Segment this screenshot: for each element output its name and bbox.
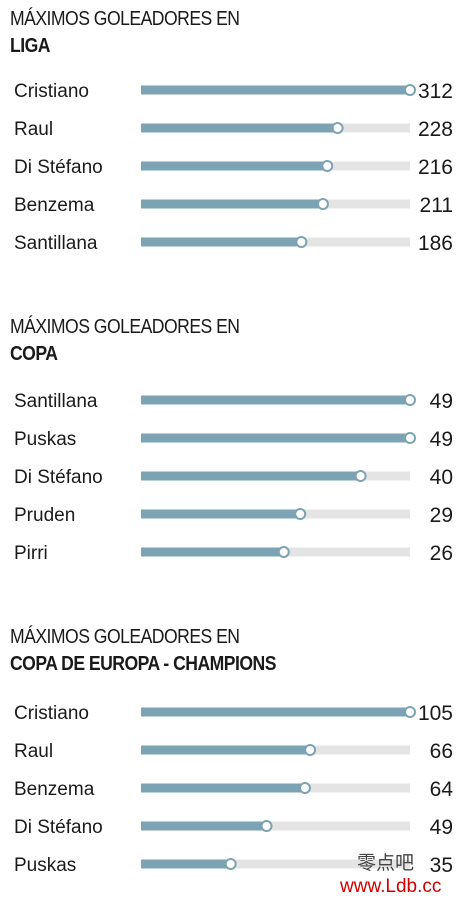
goals-value-label: 105 [418,702,453,725]
goals-value-label: 29 [430,504,453,527]
bar-fill [141,547,284,557]
goals-value-label: 228 [418,118,453,141]
chart-subtitle: LIGA [10,35,50,57]
bar-end-marker [404,706,416,718]
player-name-label: Pirri [14,543,48,564]
player-name-label: Di Stéfano [14,157,103,178]
bar-end-marker [295,236,308,248]
bar-track [141,859,410,869]
player-name-label: Puskas [14,429,76,450]
bar-end-marker [294,508,307,520]
chart-title: MÁXIMOS GOLEADORES EN [10,8,240,30]
player-name-label: Santillana [14,391,98,412]
bar-end-marker [298,782,311,794]
chart-title: MÁXIMOS GOLEADORES EN [10,626,240,648]
bar-end-marker [354,470,367,482]
bar-end-marker [224,858,237,870]
champions-bar-chart: Cristiano 105 Raul 66 Benzema 64 Di Stéfano 49 P… [14,702,454,877]
bar-fill [141,395,410,405]
watermark-url-text: www.Ldb.cc [340,876,442,897]
bar-fill [141,471,361,481]
goals-value-label: 66 [430,740,453,763]
goals-value-label: 49 [430,428,453,451]
bar-fill [141,161,328,171]
bar-fill [141,433,410,443]
player-name-label: Di Stéfano [14,467,103,488]
watermark-chinese-text: 零点吧 [357,852,415,874]
chart-subtitle: COPA DE EUROPA - CHAMPIONS [10,653,276,675]
goals-value-label: 186 [418,232,453,255]
goals-value-label: 26 [430,542,453,565]
bar-end-marker [404,432,416,444]
chart-title: MÁXIMOS GOLEADORES EN [10,316,240,338]
bar-end-marker [277,546,290,558]
player-name-label: Cristiano [14,81,89,102]
bar-fill [141,237,302,247]
player-name-label: Puskas [14,855,76,876]
copa-bar-chart: Santillana 49 Puskas 49 Di Stéfano 40 Pruden 29… [14,390,453,565]
goals-value-label: 40 [430,466,453,489]
goals-value-label: 49 [430,816,453,839]
bar-end-marker [331,122,344,134]
bar-track [141,821,410,831]
bar-fill [141,199,323,209]
player-name-label: Raul [14,119,53,140]
player-name-label: Di Stéfano [14,817,103,838]
bar-fill [141,859,231,869]
goals-value-label: 64 [430,778,454,801]
goals-value-label: 35 [430,854,453,877]
bar-fill [141,707,410,717]
goals-value-label: 211 [420,194,453,217]
goals-value-label: 312 [418,80,453,103]
player-name-label: Cristiano [14,703,89,724]
bar-fill [141,123,338,133]
bar-end-marker [404,84,416,96]
chart-subtitle: COPA [10,343,58,365]
goals-value-label: 49 [430,390,453,413]
player-name-label: Benzema [14,195,95,216]
bar-end-marker [316,198,329,210]
player-name-label: Pruden [14,505,75,526]
player-name-label: Benzema [14,779,95,800]
bar-fill [141,85,410,95]
bar-end-marker [304,744,317,756]
bar-end-marker [404,394,416,406]
liga-bar-chart: Cristiano 312 Raul 228 Di Stéfano 216 Benzema 2… [14,80,453,255]
bar-end-marker [321,160,334,172]
goals-value-label: 216 [418,156,453,179]
bar-fill [141,509,301,519]
bar-end-marker [260,820,273,832]
bar-fill [141,821,267,831]
player-name-label: Raul [14,741,53,762]
bar-fill [141,745,311,755]
player-name-label: Santillana [14,233,98,254]
bar-fill [141,783,305,793]
